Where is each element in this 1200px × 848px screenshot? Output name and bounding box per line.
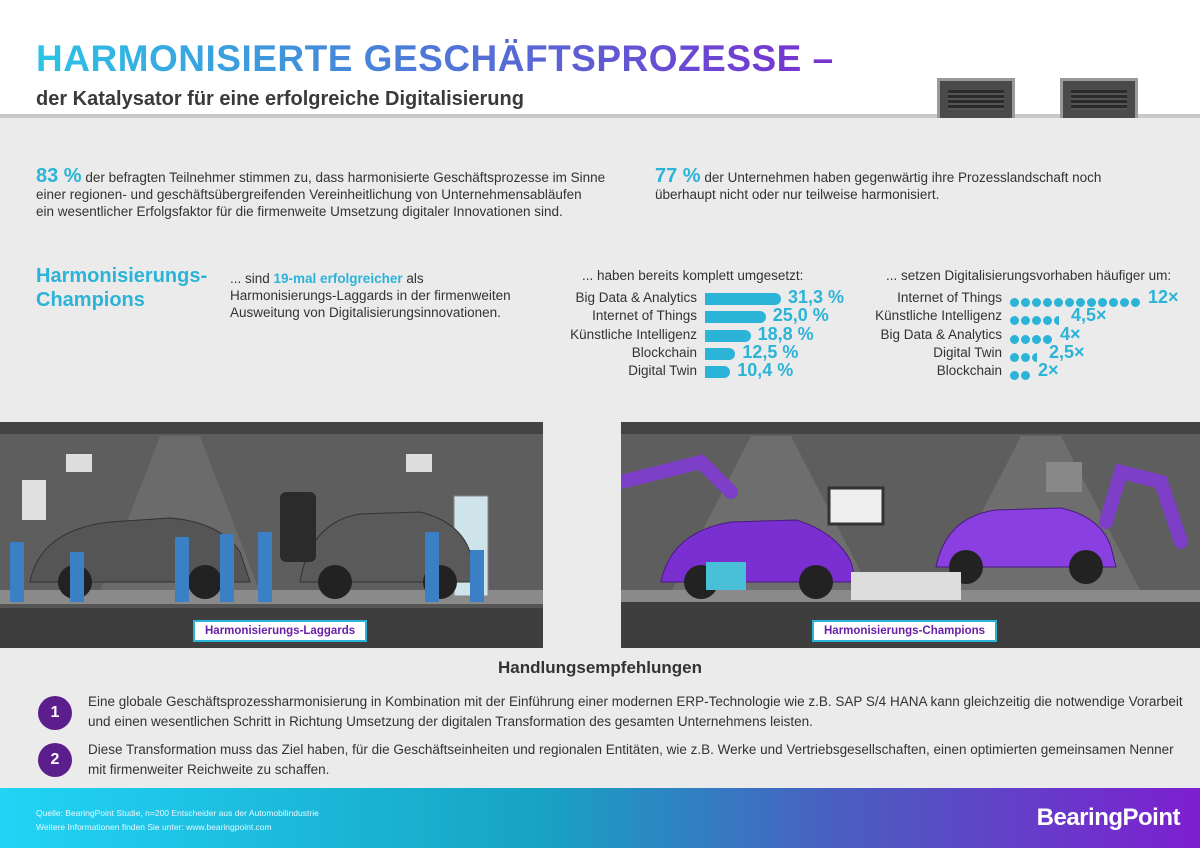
stat-value: 83 % [36,165,82,187]
chart1-title: ... haben bereits komplett umgesetzt: [582,268,804,283]
header: HARMONISIERTE GESCHÄFTSPROZESSE – der Ka… [0,0,1200,118]
dots [1010,312,1061,330]
value-dot [1010,371,1019,380]
source-text: Quelle: BearingPoint Studie, n=200 Entsc… [36,808,319,818]
value-dot [1010,335,1019,344]
bar [705,311,766,323]
value-dot [1021,335,1030,344]
air-conditioner-illustration [937,78,1015,118]
value-dot [1109,298,1118,307]
value-dot [1043,335,1052,344]
stat-text: der befragten Teilnehmer stimmen zu, das… [85,170,606,185]
champions-heading: Harmonisierungs- Champions [36,265,208,311]
stat-text: der Unternehmen haben gegenwärtig ihre P… [704,170,1102,185]
stat-83: 83 % der befragten Teilnehmer stimmen zu… [36,165,636,220]
value-dot [1021,298,1030,307]
value-dot [1076,298,1085,307]
recommendations-title: Handlungsempfehlungen [498,658,702,677]
page-subtitle: der Katalysator für eine erfolgreiche Di… [36,88,524,110]
stat-text: ein wesentlicher Erfolgsfaktor für die f… [36,204,563,219]
dots-value: 12× [1148,287,1179,307]
dots-label: Internet of Things [897,290,1002,305]
bar [705,348,736,360]
dots [1010,367,1032,385]
stat-77: 77 % der Unternehmen haben gegenwärtig i… [655,165,1175,203]
bar [705,366,731,378]
stat-text: einer regionen- und geschäftsübergreifen… [36,187,582,202]
bar-label: Big Data & Analytics [575,290,697,305]
dots-label: Digital Twin [933,345,1002,360]
champions-label: Harmonisierungs-Champions [812,620,998,642]
value-dot [1010,316,1019,325]
dots-label: Blockchain [936,363,1002,378]
bar-value: 10,4 % [737,360,794,380]
recommendation-text: Diese Transformation muss das Ziel haben… [88,742,1174,777]
dots-value: 2,5× [1049,342,1085,362]
value-dot [1043,298,1052,307]
stat-text: überhaupt nicht oder nur teilweise harmo… [655,187,940,202]
laggards-factory-illustration [0,422,543,648]
dots [1010,331,1054,349]
chart2-title: ... setzen Digitalisierungsvorhaben häuf… [886,268,1172,283]
stat-value: 77 % [655,165,701,187]
bar-value: 25,0 % [772,305,829,325]
bar [705,293,781,305]
bar-value: 31,3 % [788,287,845,307]
dots-value: 4× [1060,324,1081,344]
value-dot [1010,353,1019,362]
dots-label: Künstliche Intelligenz [875,308,1002,323]
laggards-label: Harmonisierungs-Laggards [193,620,368,642]
bar-label: Künstliche Intelligenz [570,327,697,342]
dots-value: 4,5× [1071,305,1107,325]
value-dot [1010,298,1019,307]
bearingpoint-logo: BearingPoint [1036,804,1181,831]
recommendation-number: 1 [38,696,72,730]
value-dot [1021,353,1030,362]
value-dot [1098,298,1107,307]
value-dot [1131,298,1140,307]
more-info-link[interactable]: Weitere Informationen finden Sie unter: … [36,822,272,832]
page-title: HARMONISIERTE GESCHÄFTSPROZESSE – [36,38,834,79]
bar-label: Internet of Things [592,308,697,323]
value-dot [1054,298,1063,307]
dots [1010,294,1142,312]
recommendation-text: Eine globale Geschäftsprozessharmonisier… [88,694,1183,729]
value-dot [1087,298,1096,307]
dots [1010,349,1039,367]
bar-label: Blockchain [631,345,697,360]
footer: Quelle: BearingPoint Studie, n=200 Entsc… [0,788,1200,848]
value-dot [1032,335,1041,344]
recommendation-number: 2 [38,743,72,777]
bar [705,330,751,342]
value-dot [1120,298,1129,307]
bar-value: 18,8 % [757,324,814,344]
champions-factory-illustration [621,422,1200,648]
champions-text: ... sind 19-mal erfolgreicher als Harmon… [230,271,511,320]
value-dot [1032,298,1041,307]
value-dot [1043,316,1052,325]
dots-value: 2× [1038,360,1059,380]
value-dot [1021,316,1030,325]
bar-label: Digital Twin [628,363,697,378]
value-dot [1032,316,1041,325]
value-dot [1021,371,1030,380]
value-dot [1065,298,1074,307]
bar-value: 12,5 % [742,342,799,362]
value-dot [1054,316,1059,325]
dots-label: Big Data & Analytics [880,327,1002,342]
air-conditioner-illustration [1060,78,1138,118]
value-dot [1032,353,1037,362]
